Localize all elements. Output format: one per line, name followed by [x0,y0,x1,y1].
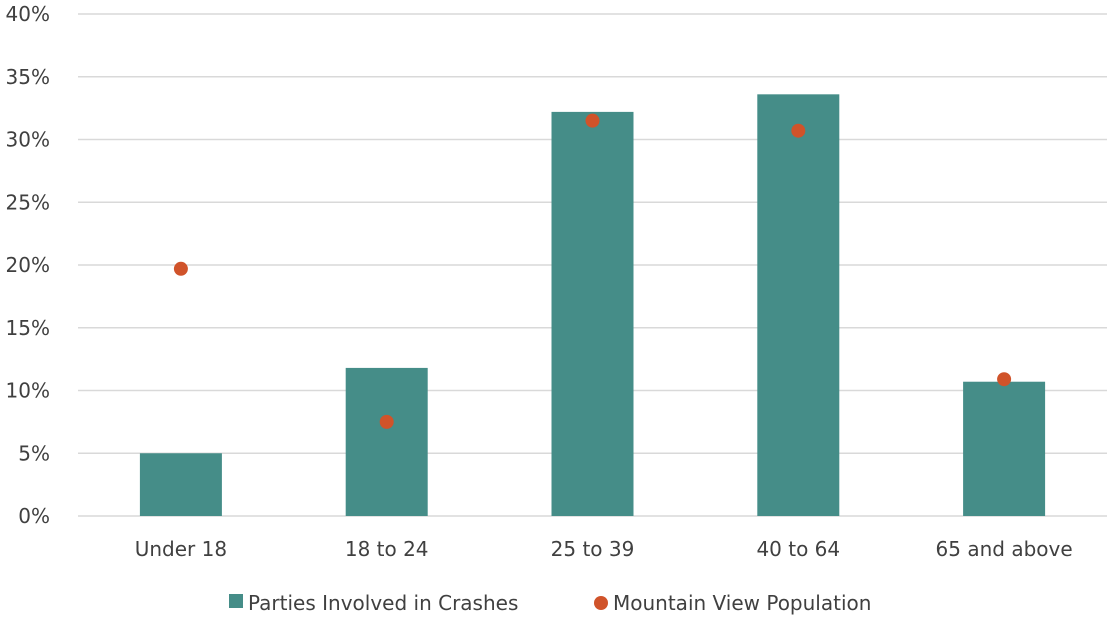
y-tick-label: 0% [18,504,50,528]
data-point [379,414,394,429]
bar [139,453,222,516]
x-category-label: 65 and above [936,537,1073,561]
x-category-label: 40 to 64 [756,537,840,561]
legend-label-point: Mountain View Population [613,591,871,615]
bar [963,381,1046,516]
y-tick-label: 15% [6,316,50,340]
y-tick-label: 5% [18,441,50,465]
legend-swatch-bar [229,594,243,608]
bar-series [139,94,1046,516]
data-point [997,372,1012,387]
bar [757,94,840,516]
y-tick-label: 25% [6,190,50,214]
legend: Parties Involved in Crashes Mountain Vie… [229,591,871,615]
bar [345,367,428,516]
x-category-label: 18 to 24 [345,537,429,561]
point-series [173,113,1012,429]
y-tick-label: 10% [6,379,50,403]
bar [551,111,634,516]
x-axis-category-labels: Under 18 18 to 24 25 to 39 40 to 64 65 and a… [135,537,1073,561]
data-point [585,113,600,128]
x-category-label: Under 18 [135,537,227,561]
y-tick-label: 20% [6,253,50,277]
legend-label-bar: Parties Involved in Crashes [248,591,518,615]
legend-swatch-point [594,596,608,610]
data-point [791,123,806,138]
y-tick-label: 40% [6,2,50,26]
y-axis-tick-labels: 0% 5% 10% 15% 20% 25% 30% 35% 40% [6,2,50,528]
data-point [173,261,188,276]
y-tick-label: 30% [6,128,50,152]
y-tick-label: 35% [6,65,50,89]
x-category-label: 25 to 39 [551,537,635,561]
